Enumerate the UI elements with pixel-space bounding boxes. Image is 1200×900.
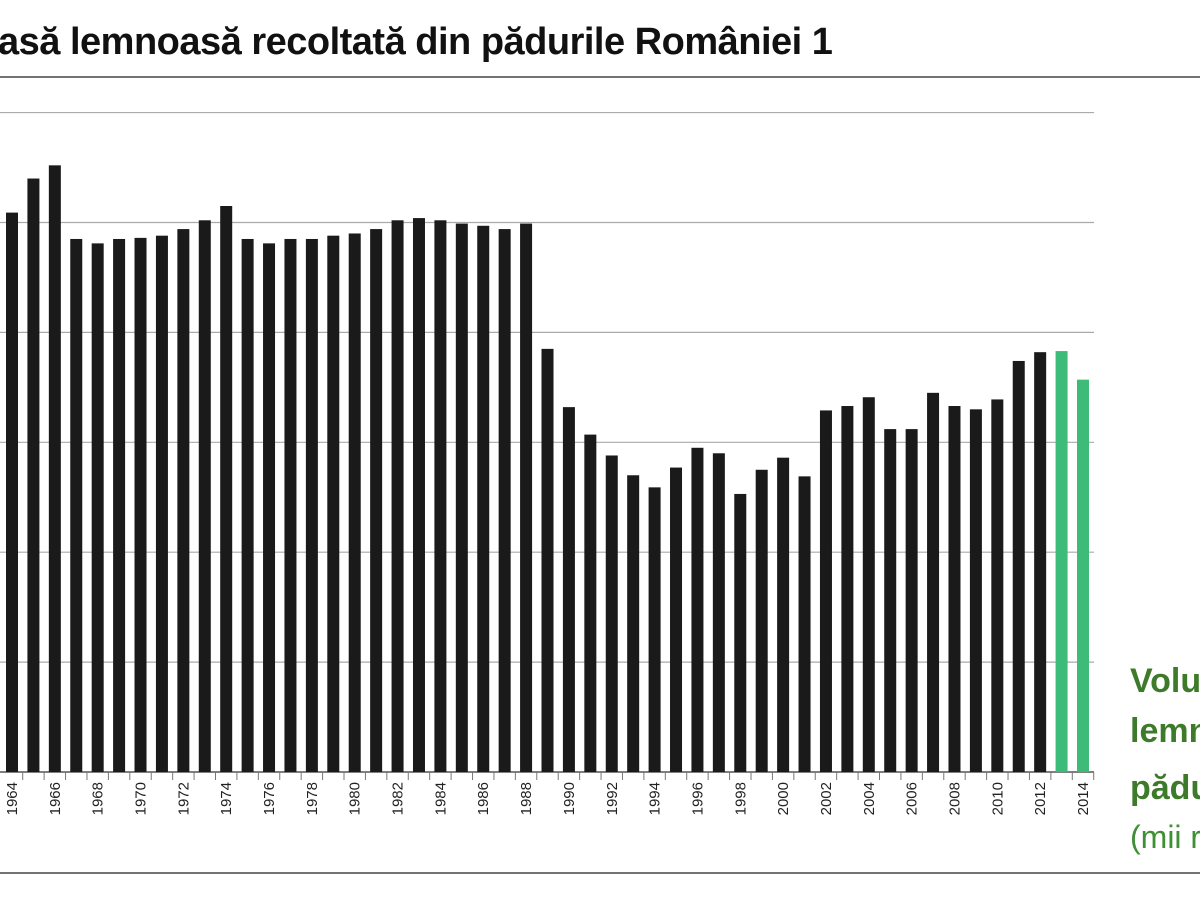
x-tick-label: 1970 xyxy=(133,782,150,815)
x-tick-label: 2002 xyxy=(818,782,835,815)
bar xyxy=(841,406,854,772)
bar xyxy=(348,233,361,772)
bar xyxy=(562,407,575,772)
bar xyxy=(670,467,683,772)
x-tick-label: 1994 xyxy=(647,782,664,815)
x-tick-label: 2004 xyxy=(861,782,878,815)
x-tick-label: 1990 xyxy=(561,782,578,815)
bar xyxy=(884,429,897,772)
bar xyxy=(327,235,340,773)
bar xyxy=(220,206,233,773)
bar xyxy=(777,457,790,772)
x-tick-label: 1980 xyxy=(347,782,364,815)
x-tick-label: 1986 xyxy=(475,782,492,815)
x-tick-label: 1978 xyxy=(304,782,321,815)
bar xyxy=(1055,351,1068,772)
bar xyxy=(627,475,640,772)
bar xyxy=(48,165,61,773)
bar xyxy=(712,453,725,772)
bar xyxy=(241,238,254,772)
bar xyxy=(1034,352,1047,772)
bar xyxy=(391,220,404,773)
bar xyxy=(27,178,40,772)
bar xyxy=(819,410,832,772)
bar xyxy=(284,238,297,772)
bar xyxy=(434,220,447,773)
x-tick-label: 1982 xyxy=(390,782,407,815)
bar xyxy=(412,218,425,772)
x-tick-label: 1984 xyxy=(432,782,449,815)
x-tick-label: 2014 xyxy=(1075,782,1092,815)
x-tick-label: 1996 xyxy=(689,782,706,815)
x-tick-label: 1976 xyxy=(261,782,278,815)
x-tick-label: 1966 xyxy=(47,782,64,815)
bar xyxy=(177,229,190,772)
x-tick-label: 1964 xyxy=(4,782,21,815)
bar xyxy=(498,229,511,772)
bar xyxy=(263,243,276,772)
x-tick-label: 2010 xyxy=(989,782,1006,815)
bar xyxy=(134,237,147,772)
bar xyxy=(91,243,104,772)
bar xyxy=(6,212,18,773)
x-tick-label: 1974 xyxy=(218,782,235,815)
bar xyxy=(734,493,747,772)
x-tick-label: 1998 xyxy=(732,782,749,815)
bar xyxy=(113,238,126,772)
bar xyxy=(370,229,383,772)
bar xyxy=(605,455,618,772)
chart-title: asă lemnoasă recoltată din pădurile Româ… xyxy=(0,21,833,63)
x-tick-label: 2006 xyxy=(904,782,921,815)
bar xyxy=(798,476,811,772)
bar xyxy=(927,392,940,772)
x-tick-label: 2008 xyxy=(946,782,963,815)
note-line: lemn xyxy=(1130,712,1200,750)
bar xyxy=(455,223,468,772)
bar xyxy=(755,469,768,772)
bar xyxy=(198,220,211,773)
bar xyxy=(862,397,875,772)
unit-note: (mii r xyxy=(1130,819,1200,855)
bar xyxy=(1012,360,1025,772)
x-tick-label: 1988 xyxy=(518,782,535,815)
note-line: Volu xyxy=(1130,662,1200,700)
bar xyxy=(905,429,918,772)
x-tick-label: 2000 xyxy=(775,782,792,815)
bar xyxy=(541,348,554,772)
x-tick-label: 1992 xyxy=(604,782,621,815)
bar xyxy=(1077,379,1089,772)
bar xyxy=(155,235,168,773)
bar xyxy=(991,399,1004,772)
x-tick-label: 2012 xyxy=(1032,782,1049,815)
bar xyxy=(520,223,533,772)
bar xyxy=(70,238,83,772)
bar xyxy=(584,434,597,772)
bar xyxy=(691,447,704,772)
bar xyxy=(969,409,982,772)
note-line: pădu xyxy=(1130,769,1200,807)
x-tick-label: 1972 xyxy=(175,782,192,815)
bar xyxy=(648,487,661,772)
bar xyxy=(305,238,318,772)
bar xyxy=(948,406,961,772)
x-tick-label: 1968 xyxy=(90,782,107,815)
bar xyxy=(477,225,490,773)
